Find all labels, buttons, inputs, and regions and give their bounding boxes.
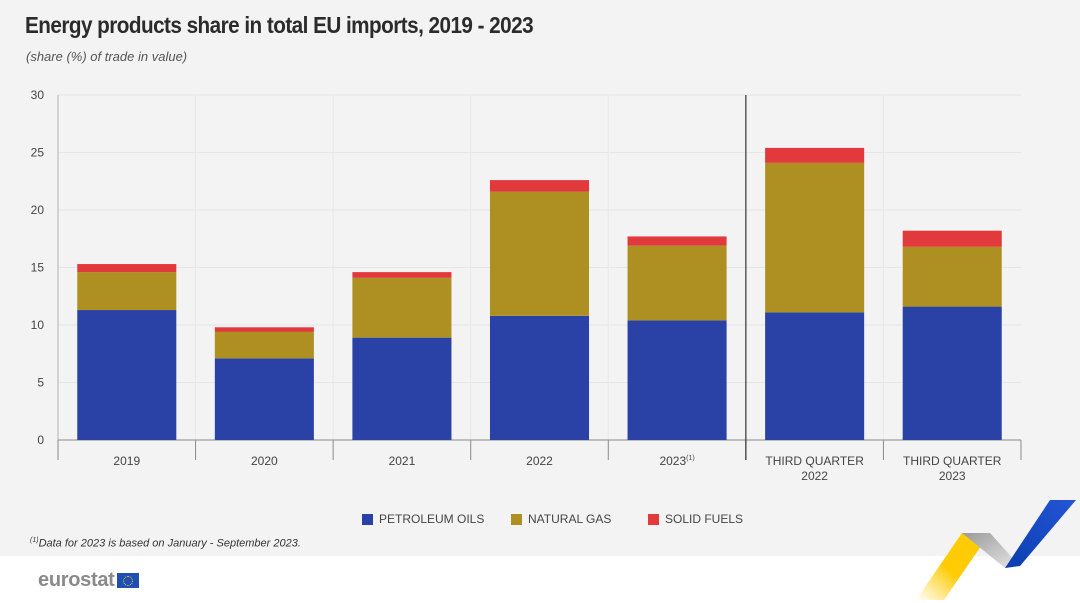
- eu-flag-icon: [116, 573, 139, 588]
- y-tick-label: 0: [37, 433, 44, 447]
- x-category-label: 2019: [113, 454, 140, 468]
- x-category-label: THIRD QUARTER: [765, 454, 864, 468]
- eurostat-logo: eurostat: [38, 569, 139, 592]
- bar-natural-gas: [902, 246, 1002, 307]
- bar-natural-gas: [489, 191, 590, 316]
- x-category-label: 2020: [251, 454, 278, 468]
- bar-solid-fuels: [77, 264, 177, 273]
- bar-natural-gas: [77, 272, 177, 311]
- bar-natural-gas: [765, 162, 865, 313]
- bar-solid-fuels: [902, 230, 1002, 247]
- x-category-label: 2022: [801, 469, 828, 483]
- legend-swatch-petroleum-oils: [362, 513, 373, 525]
- y-tick-label: 5: [37, 376, 44, 390]
- chart-subtitle: (share (%) of trade in value): [26, 49, 188, 64]
- legend-label: SOLID FUELS: [665, 512, 744, 526]
- legend-label: NATURAL GAS: [528, 512, 612, 526]
- legend-item-petroleum-oils: PETROLEUM OILS: [362, 512, 484, 526]
- bar-petroleum-oils: [77, 310, 177, 440]
- footnote-ref: (1): [686, 455, 695, 462]
- y-tick-label: 30: [31, 88, 45, 102]
- bar-solid-fuels: [214, 327, 314, 332]
- chart-title: Energy products share in total EU import…: [25, 12, 534, 38]
- y-tick-label: 15: [31, 261, 45, 275]
- footnote-text: Data for 2023 is based on January - Sept…: [38, 537, 301, 550]
- legend-item-natural-gas: NATURAL GAS: [511, 512, 611, 526]
- x-category-label: 2023(1): [659, 454, 694, 468]
- x-category-label: 2022: [526, 454, 553, 468]
- bar-petroleum-oils: [352, 337, 452, 440]
- legend-swatch-natural-gas: [511, 513, 522, 525]
- bar-natural-gas: [352, 277, 452, 338]
- y-tick-label: 20: [31, 203, 45, 217]
- x-category-label: 2023: [939, 469, 966, 483]
- legend-swatch-solid-fuels: [648, 513, 659, 525]
- bar-petroleum-oils: [902, 306, 1002, 440]
- bar-solid-fuels: [489, 180, 590, 192]
- logo-text: eurostat: [38, 569, 115, 591]
- footnote-marker: (1): [30, 537, 39, 544]
- footnote: (1)Data for 2023 is based on January - S…: [30, 537, 301, 550]
- bar-solid-fuels: [765, 147, 865, 163]
- x-category-label: 2021: [389, 454, 416, 468]
- bar-solid-fuels: [627, 236, 727, 246]
- bar-natural-gas: [627, 245, 727, 321]
- legend-label: PETROLEUM OILS: [379, 512, 485, 526]
- legend-item-solid-fuels: SOLID FUELS: [648, 512, 743, 526]
- x-category-label: THIRD QUARTER: [903, 454, 1002, 468]
- y-tick-label: 25: [31, 146, 45, 160]
- bar-petroleum-oils: [627, 320, 727, 440]
- bar-petroleum-oils: [765, 312, 865, 440]
- legend: PETROLEUM OILS NATURAL GAS SOLID FUELS: [0, 512, 1080, 532]
- bar-petroleum-oils: [489, 315, 590, 440]
- ribbon-blue: [1005, 500, 1076, 568]
- bar-solid-fuels: [352, 272, 452, 278]
- bar-petroleum-oils: [214, 358, 314, 440]
- bar-natural-gas: [214, 331, 314, 359]
- ribbon-gray: [962, 533, 1020, 568]
- ribbon-yellow: [916, 533, 990, 600]
- y-tick-label: 10: [31, 318, 45, 332]
